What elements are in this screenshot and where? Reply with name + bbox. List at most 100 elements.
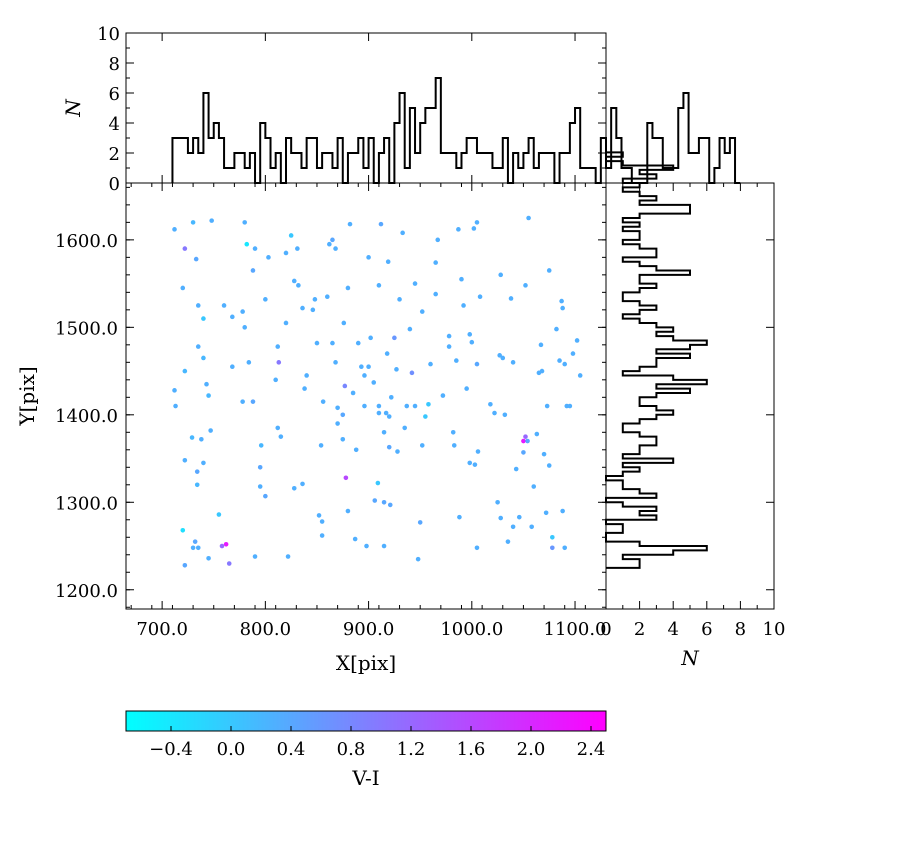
scatter-point: [300, 481, 305, 487]
scatter-point: [474, 545, 480, 551]
top-hist-ytick-label: 6: [109, 84, 120, 105]
scatter-point: [559, 298, 564, 304]
scatter-point: [230, 364, 235, 369]
scatter-ytick-label: 1400.0: [55, 406, 118, 427]
scatter-point: [577, 373, 583, 378]
top-hist-ytick-label: 10: [97, 24, 120, 45]
scatter-point: [345, 285, 351, 291]
scatter-point: [283, 320, 289, 326]
scatter-point: [318, 443, 324, 448]
scatter-point: [242, 220, 248, 225]
right-hist-xtick-label: 0: [600, 619, 611, 640]
colorbar-tick-label: −0.4: [149, 739, 193, 760]
scatter-point: [474, 220, 480, 225]
scatter-point: [291, 485, 297, 491]
scatter-point: [335, 421, 340, 426]
scatter-point: [194, 482, 200, 488]
scatter-point: [366, 364, 371, 369]
scatter-point: [194, 469, 200, 474]
right-histogram-xlabel: N: [680, 646, 700, 670]
scatter-point: [562, 361, 568, 367]
colorbar-ticks: −0.4 0.0 0.4 0.8 1.2 1.6 2.0 2.4: [149, 726, 605, 760]
scatter-point: [435, 237, 441, 243]
right-hist-xtick-label: 8: [735, 619, 746, 640]
scatter-point: [554, 326, 559, 332]
scatter-point: [324, 294, 330, 300]
scatter-point: [173, 403, 178, 409]
scatter-point: [180, 285, 186, 291]
scatter-point: [319, 519, 325, 524]
scatter-point: [488, 402, 493, 407]
scatter-point: [314, 340, 320, 346]
scatter-point: [402, 425, 408, 431]
scatter-point: [381, 543, 387, 549]
scatter-point: [531, 484, 537, 489]
scatter-point: [505, 539, 511, 544]
scatter-point: [384, 351, 390, 356]
scatter-point: [342, 383, 348, 389]
scatter-point: [502, 412, 508, 418]
right-hist-xtick-label: 10: [763, 619, 786, 640]
colorbar-gradient: [125, 710, 607, 732]
scatter-point: [461, 303, 466, 308]
scatter-point: [440, 393, 446, 398]
scatter-points: [172, 215, 583, 568]
scatter-point: [560, 305, 565, 311]
scatter-point: [446, 333, 452, 339]
scatter-point: [471, 226, 477, 231]
scatter-point: [263, 297, 268, 302]
scatter-point: [394, 367, 399, 372]
top-histogram-ticks: 0 2 4 6 8 10: [97, 24, 606, 195]
scatter-point: [387, 502, 393, 508]
scatter-point: [539, 368, 545, 374]
scatter-point: [355, 340, 361, 346]
scatter-point: [330, 340, 335, 346]
scatter-point: [546, 268, 552, 273]
scatter-point: [433, 291, 438, 297]
scatter-point: [182, 368, 188, 374]
scatter-point: [252, 554, 258, 559]
colorbar-tick-label: 2.4: [577, 739, 606, 760]
scatter-point: [333, 246, 338, 251]
scatter-point: [182, 246, 188, 251]
scatter-point: [341, 320, 347, 326]
scatter-point: [219, 543, 225, 549]
scatter-point: [523, 283, 528, 288]
right-histogram: 0 2 4 6 8 10 N: [600, 151, 786, 670]
scatter-point: [340, 436, 346, 442]
scatter-point: [252, 246, 258, 251]
scatter-point: [381, 430, 387, 435]
scatter-point: [475, 449, 481, 454]
scatter-point: [371, 380, 377, 385]
scatter-point: [521, 438, 526, 444]
scatter-point: [275, 425, 281, 431]
colorbar-label: V-I: [351, 766, 379, 790]
right-hist-xtick-label: 6: [701, 619, 712, 640]
scatter-point: [221, 303, 227, 308]
scatter-point: [195, 303, 201, 308]
scatter-point: [276, 360, 282, 365]
scatter-point: [263, 493, 268, 499]
scatter-point: [417, 520, 423, 525]
scatter-point: [570, 351, 576, 356]
top-histogram-step-line: [171, 77, 741, 184]
scatter-point: [459, 276, 464, 282]
scatter-point: [250, 268, 256, 273]
scatter-point: [541, 451, 547, 457]
scatter-point: [246, 360, 252, 365]
scatter-point: [428, 361, 433, 367]
scatter-point: [534, 431, 540, 437]
scatter-point: [510, 524, 516, 530]
scatter-point: [529, 524, 534, 530]
scatter-point: [562, 545, 568, 551]
scatter-point: [474, 361, 480, 367]
scatter-point: [345, 508, 351, 514]
scatter-point: [492, 410, 497, 416]
scatter-point: [291, 278, 297, 284]
right-hist-xtick-label: 2: [634, 619, 645, 640]
scatter-point: [195, 545, 201, 551]
colorbar-tick-label: 1.2: [397, 739, 426, 760]
scatter-point: [386, 444, 392, 450]
scatter-point: [216, 512, 222, 517]
